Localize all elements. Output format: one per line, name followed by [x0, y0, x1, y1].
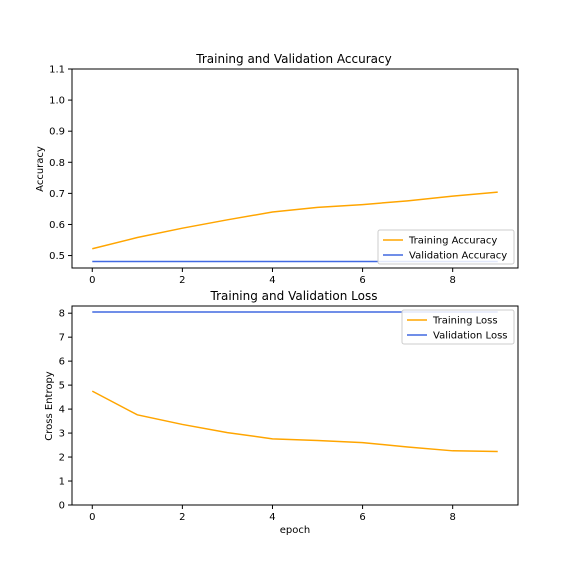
y-tick-label: 2: [59, 453, 65, 464]
y-tick-label: 0.7: [49, 189, 65, 200]
x-tick-label: 2: [179, 512, 185, 523]
y-tick-label: 1.1: [49, 65, 65, 76]
training-loss-line: [91, 390, 498, 453]
x-tick-label: 6: [359, 275, 365, 286]
accuracy-chart-title: Training and Validation Accuracy: [195, 52, 391, 66]
accuracy-ticks: 0 2 4 6 8 0.5 0.6 0.7 0.8 0.9 1.0 1.1: [49, 65, 456, 287]
x-tick-label: 8: [449, 275, 455, 286]
y-tick-label: 1.0: [49, 96, 65, 107]
legend-entry: Training Loss: [432, 316, 498, 327]
legend-frame: [377, 229, 515, 265]
y-tick-label: 0.6: [49, 220, 65, 231]
x-tick-label: 0: [89, 275, 95, 286]
x-tick-label: 2: [179, 275, 185, 286]
loss-ticks: 0 2 4 6 8 0 1 2 3 4 5 6 7 8: [59, 309, 456, 523]
x-tick-label: 8: [449, 512, 455, 523]
loss-chart: Training and Validation Loss Cross Entro…: [44, 289, 519, 536]
y-tick-label: 4: [59, 405, 65, 416]
legend-entry: Validation Loss: [433, 331, 508, 342]
loss-legend: Training Loss Validation Loss: [401, 309, 515, 345]
y-tick-label: 5: [59, 381, 65, 392]
legend-frame: [401, 309, 515, 345]
x-tick-label: 0: [89, 512, 95, 523]
loss-chart-title: Training and Validation Loss: [210, 289, 378, 303]
y-tick-label: 0.8: [49, 158, 65, 169]
y-tick-label: 0.5: [49, 251, 65, 262]
y-tick-label: 7: [59, 333, 65, 344]
legend-entry: Validation Accuracy: [409, 251, 507, 262]
legend-entry: Training Accuracy: [408, 236, 497, 247]
y-tick-label: 6: [59, 357, 65, 368]
y-tick-label: 0.9: [49, 127, 65, 138]
accuracy-chart: Training and Validation Accuracy Accurac…: [35, 52, 519, 287]
x-tick-label: 4: [269, 275, 275, 286]
y-tick-label: 3: [59, 429, 65, 440]
training-accuracy-line: [92, 191, 498, 250]
loss-plot-frame: [71, 305, 519, 506]
accuracy-legend: Training Accuracy Validation Accuracy: [377, 229, 515, 265]
y-tick-label: 8: [59, 309, 65, 320]
y-tick-label: 0: [59, 501, 65, 512]
accuracy-y-axis-label: Accuracy: [35, 146, 46, 192]
accuracy-plot-frame: [71, 68, 519, 269]
loss-y-axis-label: Cross Entropy: [44, 371, 55, 441]
x-tick-label: 4: [269, 512, 275, 523]
y-tick-label: 1: [59, 477, 65, 488]
loss-x-axis-label: epoch: [280, 525, 310, 536]
x-tick-label: 6: [359, 512, 365, 523]
